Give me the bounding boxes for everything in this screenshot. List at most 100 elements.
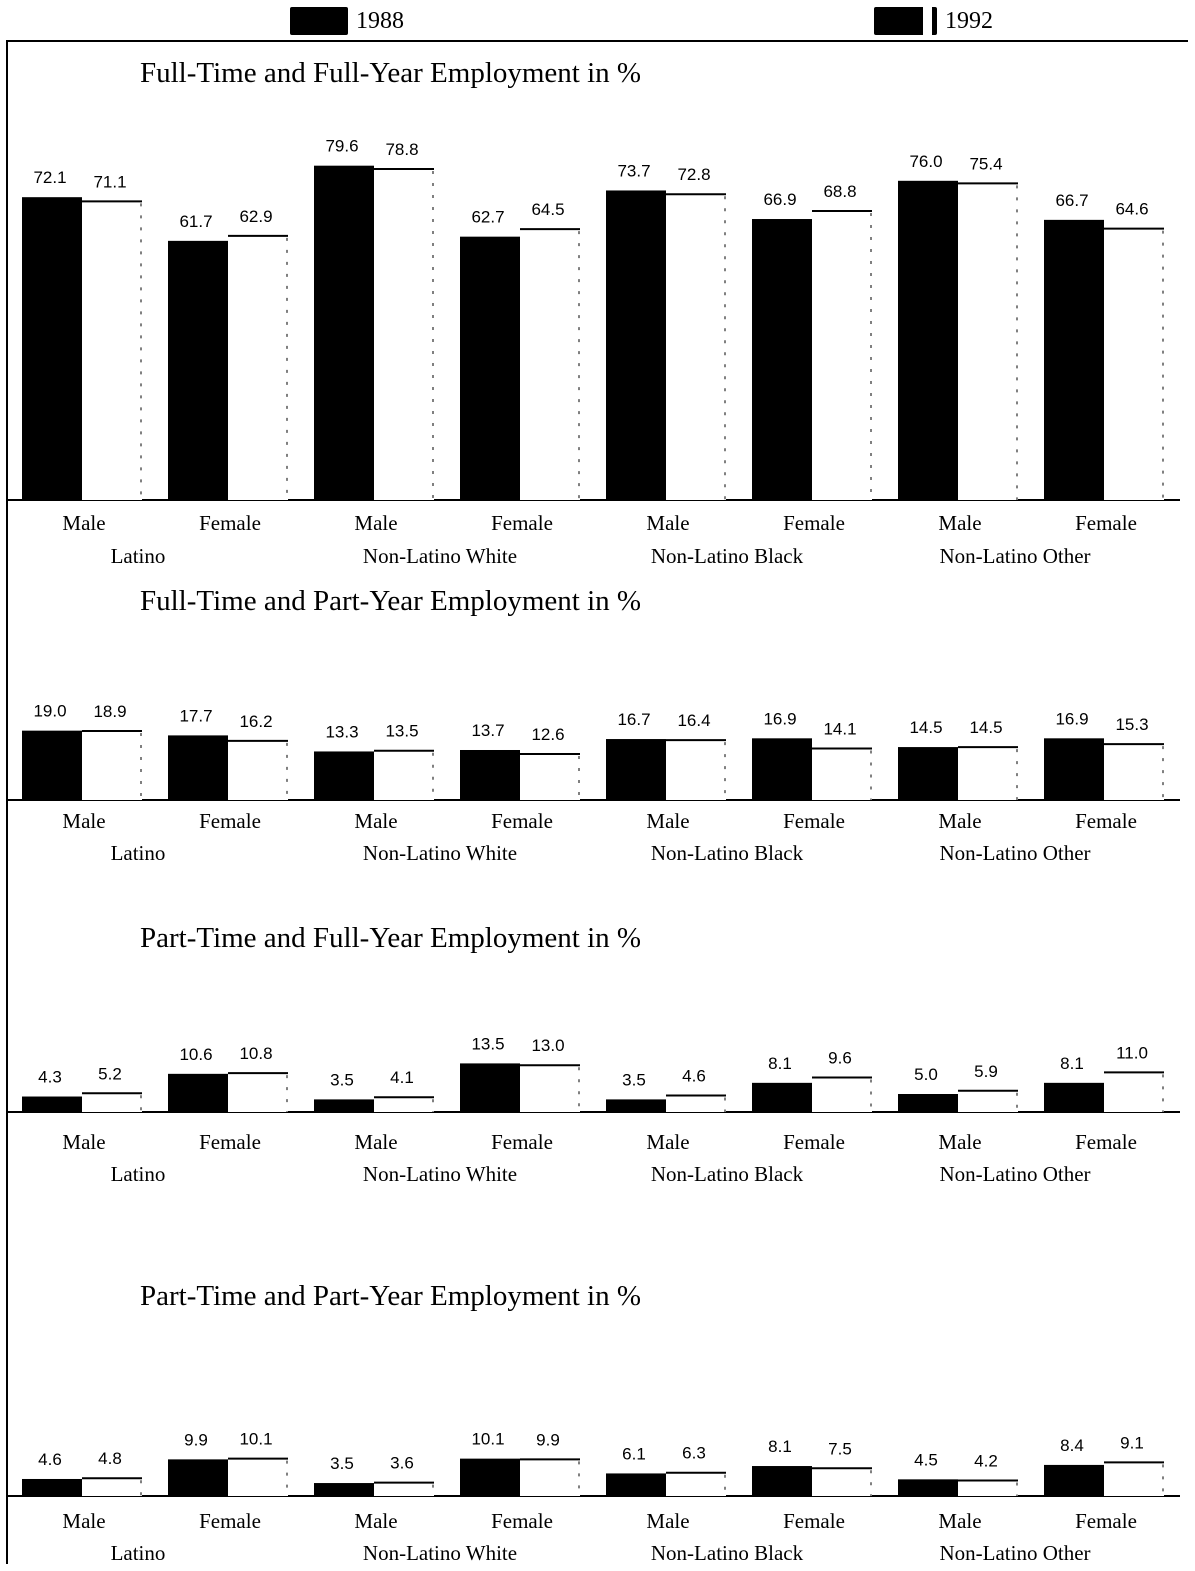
value-label-1988-4-3: 3.5 <box>330 1454 354 1473</box>
group-label-2-3: Non-Latino Black <box>651 841 804 865</box>
value-label-1992-4-2: 10.1 <box>239 1430 272 1449</box>
legend-swatch-1992 <box>874 7 937 35</box>
group-label-1-2: Non-Latino White <box>363 544 517 568</box>
category-label-4-4: Female <box>491 1509 553 1533</box>
category-label-2-1: Male <box>62 809 105 833</box>
bar-1992-2-1 <box>82 731 142 800</box>
value-label-1988-1-4: 62.7 <box>471 208 504 227</box>
chart-title-2: Full-Time and Part-Year Employment in % <box>140 585 641 617</box>
value-label-1992-4-4: 9.9 <box>536 1430 560 1449</box>
bar-1992-4-2 <box>228 1458 288 1496</box>
bar-1988-1-1 <box>22 197 82 500</box>
chart-title-1: Full-Time and Full-Year Employment in % <box>140 57 641 89</box>
value-label-1988-4-4: 10.1 <box>471 1430 504 1449</box>
legend-label-1988: 1988 <box>356 7 404 34</box>
value-label-1988-2-4: 13.7 <box>471 721 504 740</box>
value-label-1992-2-2: 16.2 <box>239 712 272 731</box>
value-label-1992-3-5: 4.6 <box>682 1066 706 1085</box>
bar-1992-2-2 <box>228 740 288 800</box>
category-label-4-8: Female <box>1075 1509 1137 1533</box>
bar-1992-2-3 <box>374 750 434 800</box>
value-label-1988-2-3: 13.3 <box>325 722 358 741</box>
bar-1992-4-8 <box>1104 1462 1164 1496</box>
value-label-1988-4-8: 8.4 <box>1060 1436 1084 1455</box>
value-label-1992-2-1: 18.9 <box>93 702 126 721</box>
bar-1992-2-4 <box>520 754 580 800</box>
value-label-1992-4-7: 4.2 <box>974 1451 998 1470</box>
bar-1992-2-6 <box>812 748 872 800</box>
category-label-1-2: Female <box>199 511 261 535</box>
value-label-1988-4-7: 4.5 <box>914 1450 938 1469</box>
bar-1988-1-3 <box>314 165 374 500</box>
bar-1992-1-1 <box>82 201 142 500</box>
category-label-1-3: Male <box>354 511 397 535</box>
bar-1988-2-2 <box>168 735 228 800</box>
bar-1992-4-7 <box>958 1480 1018 1496</box>
bar-1988-4-4 <box>460 1458 520 1496</box>
bar-1988-2-1 <box>22 730 82 800</box>
bar-1988-1-7 <box>898 180 958 501</box>
category-label-1-1: Male <box>62 511 105 535</box>
bar-1988-2-8 <box>1044 738 1104 800</box>
value-label-1988-1-7: 76.0 <box>909 152 942 171</box>
category-label-3-6: Female <box>783 1130 845 1154</box>
value-label-1992-2-4: 12.6 <box>531 725 564 744</box>
group-label-2-4: Non-Latino Other <box>939 841 1090 865</box>
bar-1992-1-7 <box>958 183 1018 500</box>
value-label-1992-1-8: 64.6 <box>1115 200 1148 219</box>
value-label-1988-1-2: 61.7 <box>179 212 212 231</box>
value-label-1988-1-8: 66.7 <box>1055 191 1088 210</box>
category-label-2-5: Male <box>646 809 689 833</box>
value-label-1988-4-5: 6.1 <box>622 1444 646 1463</box>
bar-1988-4-7 <box>898 1479 958 1496</box>
group-label-1-4: Non-Latino Other <box>939 544 1090 568</box>
category-label-1-5: Male <box>646 511 689 535</box>
value-label-1988-3-6: 8.1 <box>768 1054 792 1073</box>
bar-1992-3-7 <box>958 1090 1018 1112</box>
category-label-1-8: Female <box>1075 511 1137 535</box>
category-label-1-7: Male <box>938 511 981 535</box>
bar-1988-1-4 <box>460 236 520 500</box>
category-label-4-1: Male <box>62 1509 105 1533</box>
category-label-1-4: Female <box>491 511 553 535</box>
value-label-1992-4-6: 7.5 <box>828 1439 852 1458</box>
bar-1988-3-8 <box>1044 1082 1104 1112</box>
legend-swatch-1988 <box>290 7 348 35</box>
bar-1988-4-2 <box>168 1459 228 1496</box>
value-label-1988-4-1: 4.6 <box>38 1450 62 1469</box>
bar-1992-3-2 <box>228 1073 288 1112</box>
value-label-1988-3-4: 13.5 <box>471 1034 504 1053</box>
value-label-1988-1-5: 73.7 <box>617 161 650 180</box>
bar-1988-3-7 <box>898 1094 958 1112</box>
bar-1988-3-4 <box>460 1063 520 1112</box>
bar-1992-2-8 <box>1104 744 1164 800</box>
group-label-4-3: Non-Latino Black <box>651 1541 804 1565</box>
value-label-1992-1-7: 75.4 <box>969 154 1002 173</box>
category-label-3-2: Female <box>199 1130 261 1154</box>
category-label-3-1: Male <box>62 1130 105 1154</box>
bar-1988-3-3 <box>314 1099 374 1112</box>
bar-1992-4-6 <box>812 1468 872 1496</box>
value-label-1988-3-1: 4.3 <box>38 1068 62 1087</box>
group-label-4-4: Non-Latino Other <box>939 1541 1090 1565</box>
value-label-1988-1-6: 66.9 <box>763 190 796 209</box>
value-label-1992-2-5: 16.4 <box>677 711 710 730</box>
bar-1992-4-3 <box>374 1482 434 1496</box>
value-label-1992-4-3: 3.6 <box>390 1454 414 1473</box>
value-label-1988-3-2: 10.6 <box>179 1045 212 1064</box>
group-label-1-1: Latino <box>111 544 166 568</box>
group-label-1-3: Non-Latino Black <box>651 544 804 568</box>
bar-1988-2-5 <box>606 739 666 800</box>
value-label-1992-2-3: 13.5 <box>385 722 418 741</box>
group-label-3-3: Non-Latino Black <box>651 1162 804 1186</box>
group-label-4-2: Non-Latino White <box>363 1541 517 1565</box>
chart-frame <box>6 40 1188 1564</box>
category-label-4-6: Female <box>783 1509 845 1533</box>
bar-1992-3-8 <box>1104 1072 1164 1112</box>
bar-1988-1-2 <box>168 240 228 501</box>
value-label-1988-2-5: 16.7 <box>617 710 650 729</box>
value-label-1988-2-8: 16.9 <box>1055 709 1088 728</box>
value-label-1988-4-6: 8.1 <box>768 1437 792 1456</box>
